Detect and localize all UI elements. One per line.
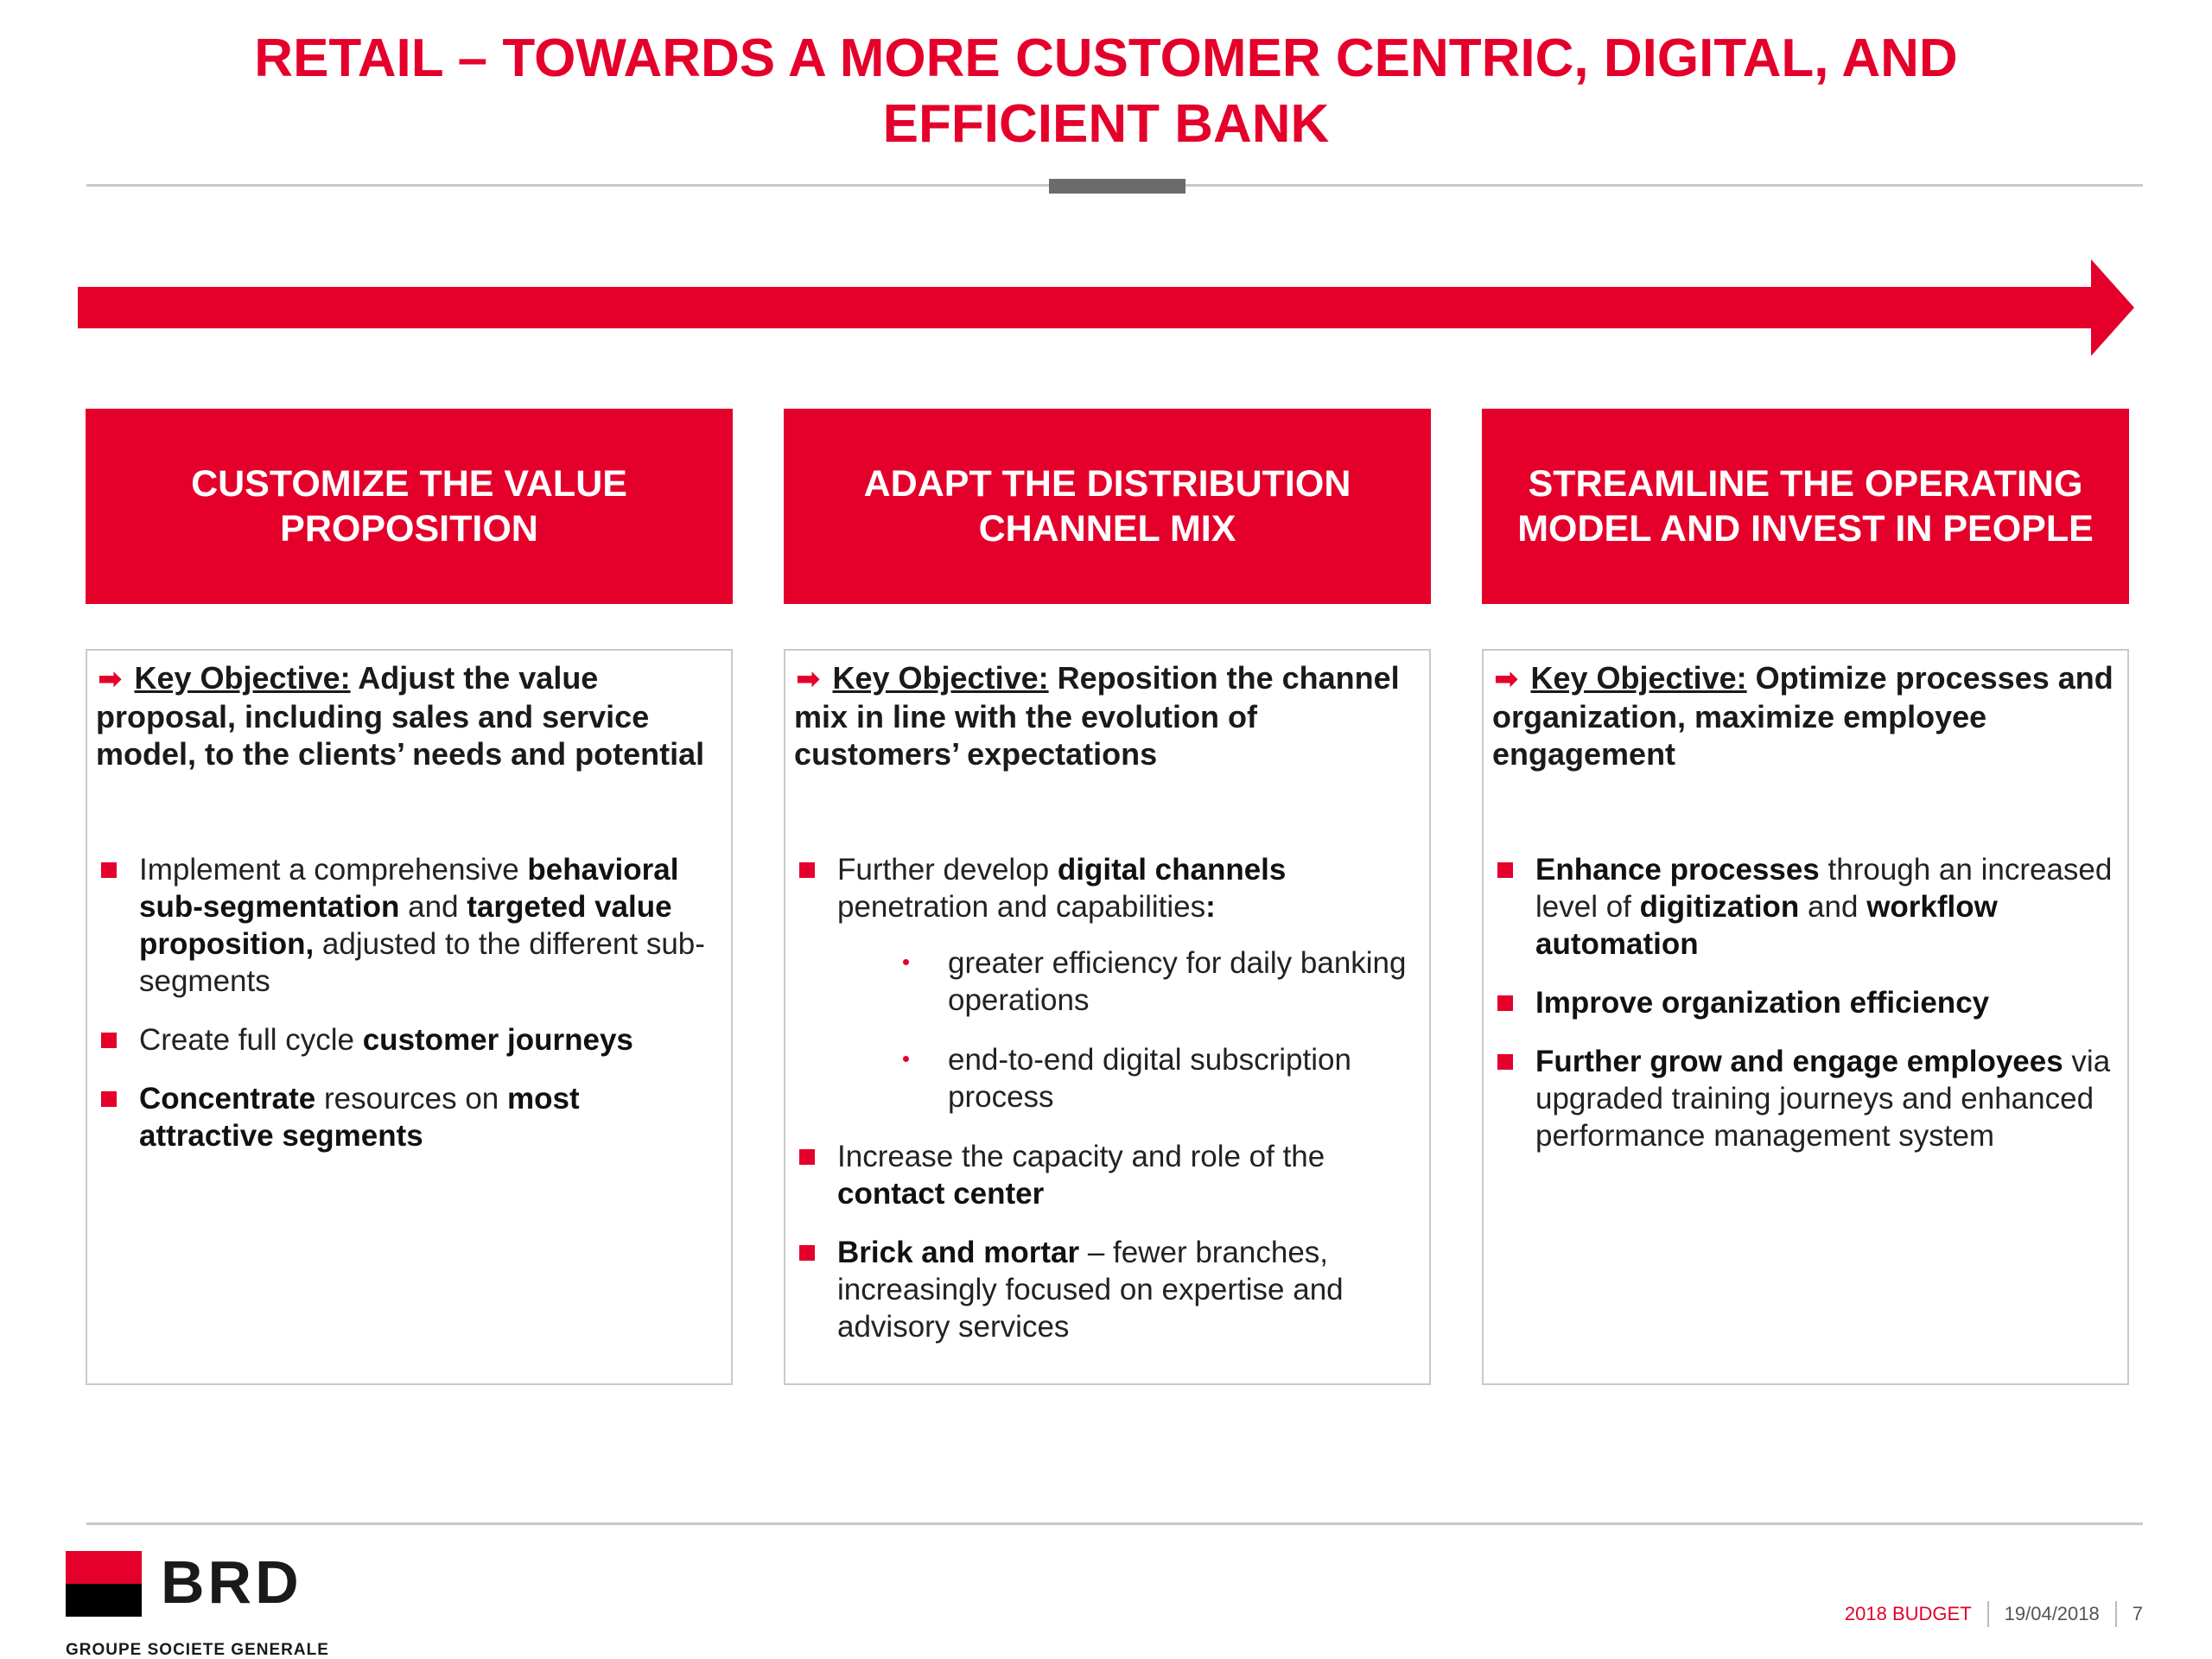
bullet-text: – fewer branches, increasingly focused o… <box>837 1236 1344 1344</box>
key-objective: ➡ Key Objective: Adjust the value proposa… <box>96 659 719 851</box>
bullet-square-icon <box>101 862 117 878</box>
logo-mark-icon <box>66 1551 142 1617</box>
title-divider-accent <box>1049 179 1185 194</box>
pillar-column-1: CUSTOMIZE THE VALUE PROPOSITION ➡ Key Obj… <box>86 409 733 1385</box>
bullet-text-bold: digital channels <box>1057 853 1287 887</box>
pillar-column-3: STREAMLINE THE OPERATING MODEL AND INVES… <box>1482 409 2129 1385</box>
bullet-text-bold: contact center <box>837 1177 1045 1211</box>
bullet-text-bold: Improve organization efficiency <box>1535 986 1990 1020</box>
bullet-square-icon <box>799 1149 815 1165</box>
list-item: Concentrate resources on most attractive… <box>96 1080 719 1154</box>
bullet-square-icon <box>1497 1054 1513 1070</box>
list-item: Improve organization efficiency <box>1492 984 2115 1021</box>
bullet-text-bold: : <box>1205 890 1216 924</box>
logo-mark-black <box>66 1584 142 1617</box>
sub-list-item: end-to-end digital subscription process <box>837 1041 1417 1116</box>
pillar-body: ➡ Key Objective: Adjust the value proposa… <box>86 649 733 1385</box>
bullet-list: Enhance processes through an increased l… <box>1492 851 2115 1154</box>
bullet-text: resources on <box>315 1082 507 1116</box>
bullet-list: Implement a comprehensive behavioral sub… <box>96 851 719 1154</box>
bullet-text-bold: Further grow and engage employees <box>1535 1045 2063 1078</box>
key-objective-label: Key Objective: <box>832 660 1049 696</box>
list-item: Enhance processes through an increased l… <box>1492 851 2115 963</box>
sub-list-item: greater efficiency for daily banking ope… <box>837 944 1417 1019</box>
bullet-text: through an increased level of <box>1535 853 2113 924</box>
bullet-text-bold: digitization <box>1639 890 1800 924</box>
bullet-text: Further develop <box>837 853 1058 887</box>
logo-name: BRD <box>161 1548 302 1616</box>
pillar-body: ➡ Key Objective: Optimize processes and o… <box>1482 649 2129 1385</box>
logo-mark-red <box>66 1551 142 1584</box>
bullet-text: Create full cycle <box>139 1023 363 1057</box>
bullet-text-bold: targeted value proposition, <box>139 890 672 961</box>
key-objective: ➡ Key Objective: Reposition the channel m… <box>794 659 1417 851</box>
bullet-text-bold: Concentrate <box>139 1082 316 1116</box>
key-objective-text: Reposition the channel mix in line with … <box>794 660 1400 772</box>
list-item: Implement a comprehensive behavioral sub… <box>96 851 719 1000</box>
footer-separator <box>2114 1601 2117 1627</box>
bullet-text-bold: Brick and mortar <box>837 1236 1080 1269</box>
bullet-square-icon <box>799 1245 815 1261</box>
bullet-text: via upgraded training journeys and enhan… <box>1535 1045 2111 1153</box>
key-objective: ➡ Key Objective: Optimize processes and o… <box>1492 659 2115 851</box>
list-item: Further develop digital channels penetra… <box>794 851 1417 1116</box>
footer-separator <box>1986 1601 1989 1627</box>
bullet-text-bold: customer journeys <box>362 1023 633 1057</box>
bullet-text: Implement a comprehensive <box>139 853 528 887</box>
list-item: Increase the capacity and role of the co… <box>794 1138 1417 1212</box>
progress-arrow <box>78 259 2134 356</box>
bullet-list: Further develop digital channels penetra… <box>794 851 1417 1345</box>
title-line-1: RETAIL – TOWARDS A MORE CUSTOMER CENTRIC… <box>254 29 1958 88</box>
key-objective-text: Adjust the value proposal, including sal… <box>96 660 705 772</box>
bullet-text: and <box>399 890 467 924</box>
pillar-column-2: ADAPT THE DISTRIBUTION CHANNEL MIX ➡ Key … <box>784 409 1431 1385</box>
bullet-text-bold: Enhance processes <box>1535 853 1820 887</box>
bullet-text: penetration and capabilities <box>837 890 1206 924</box>
title-line-2: EFFICIENT BANK <box>882 94 1330 154</box>
footer-budget: 2018 BUDGET <box>1844 1603 1972 1624</box>
bullet-text-bold: workflow automation <box>1535 890 1998 961</box>
footer-divider <box>86 1522 2143 1525</box>
pillar-heading: STREAMLINE THE OPERATING MODEL AND INVES… <box>1517 463 2094 550</box>
list-item: Brick and mortar – fewer branches, incre… <box>794 1234 1417 1345</box>
pillar-heading-box: CUSTOMIZE THE VALUE PROPOSITION <box>86 409 733 604</box>
bullet-text: adjusted to the different sub-segments <box>139 927 705 998</box>
footer-date: 19/04/2018 <box>2004 1603 2100 1624</box>
pillar-body: ➡ Key Objective: Reposition the channel m… <box>784 649 1431 1385</box>
key-objective-label: Key Objective: <box>134 660 351 696</box>
bullet-square-icon <box>101 1091 117 1107</box>
bullet-square-icon <box>799 862 815 878</box>
bullet-square-icon <box>1497 862 1513 878</box>
key-objective-label: Key Objective: <box>1530 660 1747 696</box>
bullet-text-bold: most attractive segments <box>139 1082 580 1153</box>
bullet-text-bold: behavioral sub-segmentation <box>139 853 679 924</box>
arrow-right-icon: ➡ <box>98 663 123 696</box>
list-item: Further grow and engage employees via up… <box>1492 1043 2115 1154</box>
page-number: 7 <box>2132 1603 2143 1624</box>
sub-bullet-list: greater efficiency for daily banking ope… <box>837 944 1417 1116</box>
bullet-square-icon <box>1497 995 1513 1011</box>
arrow-right-icon: ➡ <box>1494 663 1519 696</box>
bullet-text: Increase the capacity and role of the <box>837 1140 1325 1173</box>
footer: 2018 BUDGET 19/04/2018 7 <box>1845 1601 2143 1627</box>
sub-bullet-text: end-to-end digital subscription process <box>948 1043 1351 1114</box>
bullet-square-icon <box>101 1033 117 1048</box>
list-item: Create full cycle customer journeys <box>96 1021 719 1058</box>
arrow-right-icon: ➡ <box>796 663 821 696</box>
bullet-text: and <box>1799 890 1867 924</box>
pillar-heading-box: ADAPT THE DISTRIBUTION CHANNEL MIX <box>784 409 1431 604</box>
pillar-heading: CUSTOMIZE THE VALUE PROPOSITION <box>191 463 627 550</box>
pillar-heading: ADAPT THE DISTRIBUTION CHANNEL MIX <box>863 463 1351 550</box>
bullet-dot-icon <box>903 1056 909 1062</box>
key-objective-text: Optimize processes and organization, max… <box>1492 660 2113 772</box>
bullet-dot-icon <box>903 959 909 965</box>
progress-arrow-shape <box>78 259 2134 356</box>
logo-subtitle: GROUPE SOCIETE GENERALE <box>66 1641 329 1659</box>
sub-bullet-text: greater efficiency for daily banking ope… <box>948 946 1407 1017</box>
pillar-heading-box: STREAMLINE THE OPERATING MODEL AND INVES… <box>1482 409 2129 604</box>
page-title: RETAIL – TOWARDS A MORE CUSTOMER CENTRIC… <box>173 26 2039 157</box>
